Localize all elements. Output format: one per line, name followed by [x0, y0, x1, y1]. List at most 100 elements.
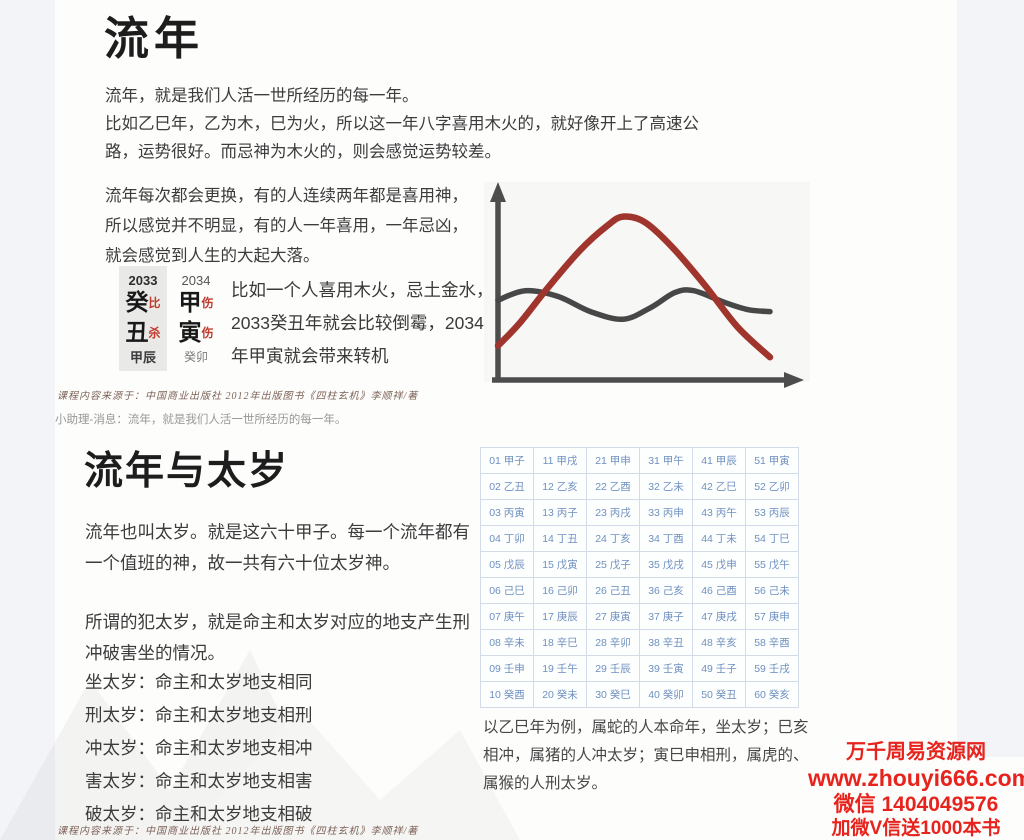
jiazi-cell: 17 庚辰 — [533, 603, 587, 630]
jiazi-cell: 33 丙申 — [639, 499, 693, 526]
bazi-pillar-2034: 2034 甲伤 寅伤 癸卯 — [172, 266, 220, 371]
jiazi-cell: 27 庚寅 — [586, 603, 640, 630]
pillar-year: 2034 — [181, 273, 211, 288]
jiazi-cell: 51 甲寅 — [745, 447, 799, 474]
liunian-change-paragraph: 流年每次都会更换，有的人连续两年都是喜用神， 所以感觉并不明显，有的人一年喜用，… — [105, 187, 468, 265]
jiazi-cell: 48 辛亥 — [692, 629, 746, 656]
jiazi-row: 05 戊辰 15 戊寅 25 戊子 35 戊戌 45 戊申 55 戊午 — [480, 551, 799, 578]
jiazi-cell: 14 丁丑 — [533, 525, 587, 552]
jiazi-cell: 49 壬子 — [692, 655, 746, 682]
ten-god-tag: 比 — [148, 296, 161, 310]
section-title-liunian: 流年 — [104, 13, 205, 64]
jiazi-cell: 20 癸未 — [533, 681, 587, 708]
year-branch: 寅 — [178, 319, 202, 345]
red-fortune-curve — [494, 213, 774, 361]
jiazi-cell: 42 乙巳 — [692, 473, 746, 500]
jiazi-cell: 16 己卯 — [533, 577, 587, 604]
background-mountain-watermark — [0, 650, 520, 840]
jiazi-cell: 06 己巳 — [480, 577, 534, 604]
jiazi-row: 06 己巳 16 己卯 26 己丑 36 己亥 46 己酉 56 己未 — [480, 577, 799, 604]
jiazi-cell: 08 辛未 — [480, 629, 534, 656]
jiazi-cell: 21 甲申 — [586, 447, 640, 474]
jiazi-cell: 12 乙亥 — [533, 473, 587, 500]
jiazi-cell: 30 癸巳 — [586, 681, 640, 708]
bazi-pillar-2033: 2033 癸比 丑杀 甲辰 — [119, 266, 167, 371]
jiazi-cell: 38 辛丑 — [639, 629, 693, 656]
jiazi-cell: 41 甲辰 — [692, 447, 746, 474]
watermark-promo: 加微V信送1000本书 — [831, 818, 1001, 839]
jiazi-cell: 07 庚午 — [480, 603, 534, 630]
sixty-jiazi-table: 01 甲子 11 甲戌 21 甲申 31 甲午 41 甲辰 51 甲寅 02 乙丑 12 乙亥… — [480, 447, 799, 708]
taisui-intro-paragraph: 流年也叫太岁。就是这六十甲子。每一个流年都有 一个值班的神，故一共有六十位太岁神… — [85, 522, 470, 573]
ten-god-tag: 伤 — [201, 326, 214, 340]
jiazi-cell: 45 戊申 — [692, 551, 746, 578]
jiazi-cell: 25 戊子 — [586, 551, 640, 578]
course-source-note: 课程内容来源于：中国商业出版社 2012年出版图书《四柱玄机》李顺祥/著 — [57, 826, 419, 837]
rule-chong-taisui: 冲太岁：命主和太岁地支相冲 — [85, 738, 313, 758]
jiazi-cell: 18 辛巳 — [533, 629, 587, 656]
watermark-background — [957, 757, 1024, 840]
jiazi-cell: 10 癸酉 — [480, 681, 534, 708]
taisui-rules-list: 坐太岁：命主和太岁地支相同 刑太岁：命主和太岁地支相刑 冲太岁：命主和太岁地支相… — [85, 666, 313, 831]
y-axis-arrow-icon — [490, 182, 506, 202]
jiazi-cell: 58 辛酉 — [745, 629, 799, 656]
jiazi-cell: 56 己未 — [745, 577, 799, 604]
jiazi-cell: 47 庚戌 — [692, 603, 746, 630]
watermark-site-name: 万千周易资源网 — [846, 741, 986, 763]
jiazi-row: 02 乙丑 12 乙亥 22 乙酉 32 乙未 42 乙巳 52 乙卯 — [480, 473, 799, 500]
jiazi-cell: 31 甲午 — [639, 447, 693, 474]
jiazi-cell: 35 戊戌 — [639, 551, 693, 578]
jiazi-cell: 15 戊寅 — [533, 551, 587, 578]
ten-god-tag: 杀 — [148, 326, 161, 340]
jiazi-cell: 11 甲戌 — [533, 447, 587, 474]
jiazi-row: 03 丙寅 13 丙子 23 丙戌 33 丙申 43 丙午 53 丙辰 — [480, 499, 799, 526]
jiazi-cell: 03 丙寅 — [480, 499, 534, 526]
jiazi-cell: 26 己丑 — [586, 577, 640, 604]
x-axis-arrow-icon — [784, 372, 804, 388]
hidden-pillar: 甲辰 — [129, 350, 156, 365]
course-source-note: 课程内容来源于：中国商业出版社 2012年出版图书《四柱玄机》李顺祥/著 — [57, 391, 419, 402]
jiazi-cell: 23 丙戌 — [586, 499, 640, 526]
rule-po-taisui: 破太岁：命主和太岁地支相破 — [85, 804, 313, 824]
jiazi-cell: 24 丁亥 — [586, 525, 640, 552]
liunian-intro-paragraph: 流年，就是我们人活一世所经历的每一年。 比如乙巳年，乙为木，巳为火，所以这一年八… — [105, 87, 699, 161]
jiazi-row: 01 甲子 11 甲戌 21 甲申 31 甲午 41 甲辰 51 甲寅 — [480, 447, 799, 474]
jiazi-cell: 52 乙卯 — [745, 473, 799, 500]
jiazi-cell: 40 癸卯 — [639, 681, 693, 708]
jiazi-cell: 46 己酉 — [692, 577, 746, 604]
section-title-taisui: 流年与太岁 — [84, 450, 290, 493]
rule-hai-taisui: 害太岁：命主和太岁地支相害 — [85, 771, 313, 791]
jiazi-cell: 37 庚子 — [639, 603, 693, 630]
jiazi-cell: 60 癸亥 — [745, 681, 799, 708]
jiazi-cell: 01 甲子 — [480, 447, 534, 474]
assistant-chat-message: 小助理-消息：流年，就是我们人活一世所经历的每一年。 — [55, 414, 347, 426]
jiazi-cell: 22 乙酉 — [586, 473, 640, 500]
year-branch: 丑 — [125, 319, 149, 345]
jiazi-cell: 02 乙丑 — [480, 473, 534, 500]
jiazi-cell: 36 己亥 — [639, 577, 693, 604]
jiazi-cell: 09 壬申 — [480, 655, 534, 682]
jiazi-cell: 19 壬午 — [533, 655, 587, 682]
jiazi-cell: 28 辛卯 — [586, 629, 640, 656]
year-stem: 甲 — [178, 289, 202, 315]
fortune-line-chart — [484, 182, 810, 388]
site-watermark: 万千周易资源网 www.zhouyi666.com 微信 1404049576 … — [808, 740, 1024, 840]
bazi-example-caption: 比如一个人喜用木火，忌土金水， 2033癸丑年就会比较倒霉，2034 年甲寅就会… — [231, 280, 494, 366]
jiazi-cell: 04 丁卯 — [480, 525, 534, 552]
jiazi-cell: 44 丁未 — [692, 525, 746, 552]
ten-god-tag: 伤 — [201, 296, 214, 310]
jiazi-cell: 43 丙午 — [692, 499, 746, 526]
gray-fortune-curve — [495, 287, 773, 322]
bazi-example-table: 2033 癸比 丑杀 甲辰 2034 甲伤 寅伤 癸卯 — [119, 266, 220, 371]
jiazi-cell: 59 壬戌 — [745, 655, 799, 682]
jiazi-row: 09 壬申 19 壬午 29 壬辰 39 壬寅 49 壬子 59 壬戌 — [480, 655, 799, 682]
watermark-wechat-id: 微信 1404049576 — [833, 793, 999, 816]
hidden-pillar: 癸卯 — [183, 350, 208, 364]
jiazi-cell: 57 庚申 — [745, 603, 799, 630]
jiazi-row: 10 癸酉 20 癸未 30 癸巳 40 癸卯 50 癸丑 60 癸亥 — [480, 681, 799, 708]
jiazi-cell: 13 丙子 — [533, 499, 587, 526]
jiazi-cell: 39 壬寅 — [639, 655, 693, 682]
taisui-example-paragraph: 以乙巳年为例，属蛇的人本命年，坐太岁；巳亥 相冲，属猪的人冲太岁；寅巳申相刑，属… — [483, 719, 809, 792]
jiazi-row: 07 庚午 17 庚辰 27 庚寅 37 庚子 47 庚戌 57 庚申 — [480, 603, 799, 630]
jiazi-cell: 29 壬辰 — [586, 655, 640, 682]
